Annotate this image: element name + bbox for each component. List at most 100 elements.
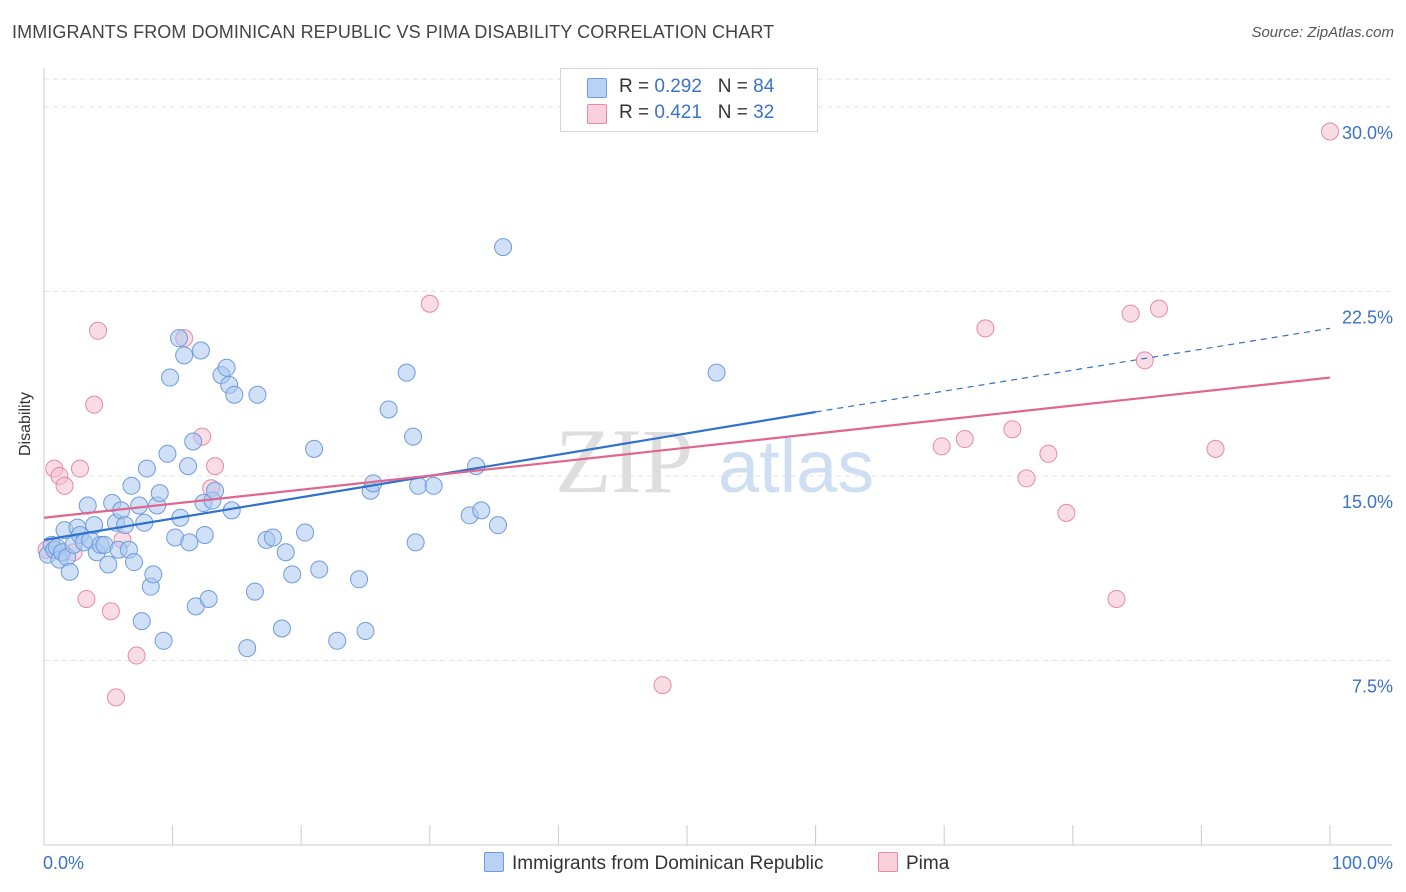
legend-n-label: N = — [717, 102, 754, 123]
x-tick-label: 100.0% — [1332, 853, 1393, 873]
pima-point — [127, 646, 146, 665]
dominican-point — [379, 400, 398, 419]
bottom-legend-pima: Pima — [878, 852, 949, 875]
bottom-legend-label-pima: Pima — [906, 853, 950, 874]
pima-point — [1206, 439, 1225, 458]
bottom-legend-dominican: Immigrants from Dominican Republic — [484, 852, 824, 875]
dominican-point — [161, 368, 180, 387]
dominican-point — [406, 533, 425, 552]
dominican-point — [122, 476, 141, 495]
dominican-point — [283, 565, 302, 584]
trend-lines — [43, 327, 1331, 542]
pima-point — [1121, 304, 1140, 323]
pima-point — [55, 476, 74, 495]
bottom-legend-label-dominican: Immigrants from Dominican Republic — [512, 853, 824, 874]
dominican-point — [170, 329, 189, 348]
x-tick-label: 0.0% — [43, 853, 84, 873]
dominican-point — [137, 459, 156, 478]
dominican-point — [130, 496, 149, 515]
dominican-point — [397, 363, 416, 382]
dominican-point — [328, 631, 347, 650]
axes — [43, 68, 1392, 846]
source-label: Source: ZipAtlas.com — [1251, 24, 1394, 41]
dominican-point — [356, 621, 375, 640]
dominican-point — [238, 639, 257, 658]
dominican-point — [263, 528, 282, 547]
dominican-point — [488, 516, 507, 535]
dominican-point — [217, 358, 236, 377]
dominican-point — [225, 385, 244, 404]
dominican-point — [195, 526, 214, 544]
dominican-point — [305, 439, 324, 458]
dominican-point — [99, 555, 118, 574]
dominican-point — [150, 484, 169, 503]
legend-n-value: 84 — [753, 76, 775, 97]
tick-labels: 7.5% 15.0% 22.5% 30.0% 0.0% 100.0% — [43, 123, 1393, 873]
dominican-point — [199, 589, 218, 608]
pima-point — [420, 294, 439, 313]
watermark-atlas: atlas — [718, 425, 874, 508]
legend-r-label: R = — [619, 102, 655, 123]
dominican-point — [85, 516, 104, 535]
pima-point — [653, 676, 672, 695]
pima-point — [85, 395, 104, 414]
bottom-legend-swatch-pink — [878, 852, 898, 872]
pima-point — [206, 457, 225, 476]
dominican-point — [245, 582, 264, 601]
legend-n-label: N = — [717, 76, 754, 97]
legend-swatch-blue — [587, 78, 607, 98]
pima-point — [1107, 589, 1126, 608]
dominican-point — [132, 612, 151, 631]
dominican-point — [707, 363, 726, 382]
pima-point — [1135, 351, 1154, 370]
pima-point — [107, 688, 126, 707]
dominican-point — [272, 619, 291, 638]
dominican-point — [494, 238, 513, 257]
pima-point — [89, 321, 108, 340]
dominican-point — [154, 631, 173, 650]
pima-point — [1017, 469, 1036, 488]
dominican-point — [184, 432, 203, 451]
y-tick-label: 15.0% — [1342, 492, 1393, 512]
dominican-point — [179, 457, 198, 476]
y-tick-label: 30.0% — [1342, 123, 1393, 143]
pima-point — [1039, 444, 1058, 463]
dominican-point — [144, 565, 163, 584]
watermark: ZIP atlas — [555, 410, 874, 512]
dominican-point — [60, 562, 79, 581]
dominican-point — [424, 476, 443, 495]
legend-swatch-pink — [587, 104, 607, 124]
pima-point — [1321, 122, 1339, 141]
pima-point — [976, 319, 995, 338]
dominican-trend-extension — [815, 327, 1331, 413]
legend-n-value: 32 — [753, 102, 775, 123]
pima-point — [1149, 299, 1168, 318]
pima-point — [77, 589, 96, 608]
dominican-point — [472, 501, 491, 520]
dominican-point — [248, 385, 267, 404]
pima-trend-line — [43, 376, 1331, 519]
pima-point — [932, 437, 951, 456]
correlation-legend: R = 0.292 N = 84 R = 0.421 N = 32 — [560, 68, 818, 132]
legend-text-pima: R = 0.421 N = 32 — [619, 102, 774, 124]
pima-point — [1003, 420, 1022, 439]
pima-point — [955, 430, 974, 449]
legend-text-dominican: R = 0.292 N = 84 — [619, 76, 774, 98]
pima-point — [101, 602, 120, 621]
legend-r-value: 0.292 — [654, 76, 702, 97]
chart-title: IMMIGRANTS FROM DOMINICAN REPUBLIC VS PI… — [12, 22, 775, 42]
watermark-zip: ZIP — [555, 410, 693, 512]
dominican-point — [296, 523, 315, 542]
dominican-point — [180, 533, 199, 552]
y-tick-label: 22.5% — [1342, 307, 1393, 327]
legend-r-label: R = — [619, 76, 655, 97]
bottom-legend-swatch-blue — [484, 852, 504, 872]
y-tick-label: 7.5% — [1352, 676, 1393, 696]
dominican-point — [350, 570, 369, 589]
dominican-point — [191, 341, 210, 360]
pima-point — [1057, 503, 1076, 522]
dominican-point — [276, 543, 295, 562]
legend-r-value: 0.421 — [654, 102, 702, 123]
dominican-point — [206, 481, 225, 500]
